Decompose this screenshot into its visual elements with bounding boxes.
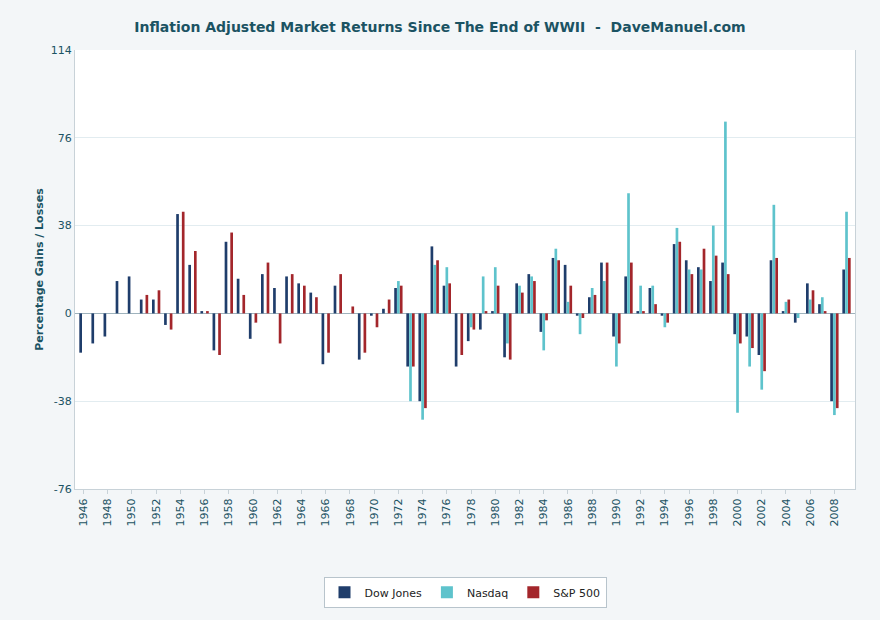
svg-text:2004: 2004 xyxy=(780,498,793,526)
svg-text:-38: -38 xyxy=(54,395,72,408)
svg-text:114: 114 xyxy=(51,44,72,57)
svg-text:1960: 1960 xyxy=(247,498,260,526)
svg-text:1994: 1994 xyxy=(658,498,671,526)
svg-text:1954: 1954 xyxy=(174,498,187,526)
svg-text:76: 76 xyxy=(58,132,72,145)
svg-text:1972: 1972 xyxy=(392,498,405,526)
svg-text:Nasdaq: Nasdaq xyxy=(467,587,508,600)
svg-text:38: 38 xyxy=(58,219,72,232)
svg-text:1958: 1958 xyxy=(222,498,235,526)
svg-text:1984: 1984 xyxy=(537,498,550,526)
svg-text:1956: 1956 xyxy=(198,498,211,526)
svg-text:1990: 1990 xyxy=(610,498,623,526)
svg-text:Percentage Gains / Losses: Percentage Gains / Losses xyxy=(33,188,46,351)
svg-text:1974: 1974 xyxy=(416,498,429,526)
svg-text:2008: 2008 xyxy=(828,498,841,526)
svg-text:Dow Jones: Dow Jones xyxy=(365,587,422,600)
svg-text:1950: 1950 xyxy=(126,498,139,526)
svg-text:1968: 1968 xyxy=(344,498,357,526)
svg-text:1980: 1980 xyxy=(489,498,502,526)
svg-text:0: 0 xyxy=(65,307,72,320)
svg-text:1970: 1970 xyxy=(368,498,381,526)
svg-text:2002: 2002 xyxy=(755,498,768,526)
svg-text:-76: -76 xyxy=(54,483,72,496)
svg-text:1982: 1982 xyxy=(513,498,526,526)
svg-text:S&P 500: S&P 500 xyxy=(553,587,600,600)
svg-text:1946: 1946 xyxy=(77,498,90,526)
svg-text:1964: 1964 xyxy=(295,498,308,526)
svg-text:2006: 2006 xyxy=(804,498,817,526)
svg-text:1966: 1966 xyxy=(319,498,332,526)
svg-text:1996: 1996 xyxy=(683,498,696,526)
svg-text:1952: 1952 xyxy=(150,498,163,526)
svg-text:2000: 2000 xyxy=(731,498,744,526)
svg-text:1988: 1988 xyxy=(586,498,599,526)
svg-text:1978: 1978 xyxy=(465,498,478,526)
svg-text:1992: 1992 xyxy=(634,498,647,526)
svg-text:Inflation Adjusted Market Retu: Inflation Adjusted Market Returns Since … xyxy=(134,19,745,35)
svg-text:1998: 1998 xyxy=(707,498,720,526)
svg-text:1986: 1986 xyxy=(562,498,575,526)
svg-text:1948: 1948 xyxy=(101,498,114,526)
svg-text:1962: 1962 xyxy=(271,498,284,526)
svg-text:1976: 1976 xyxy=(440,498,453,526)
